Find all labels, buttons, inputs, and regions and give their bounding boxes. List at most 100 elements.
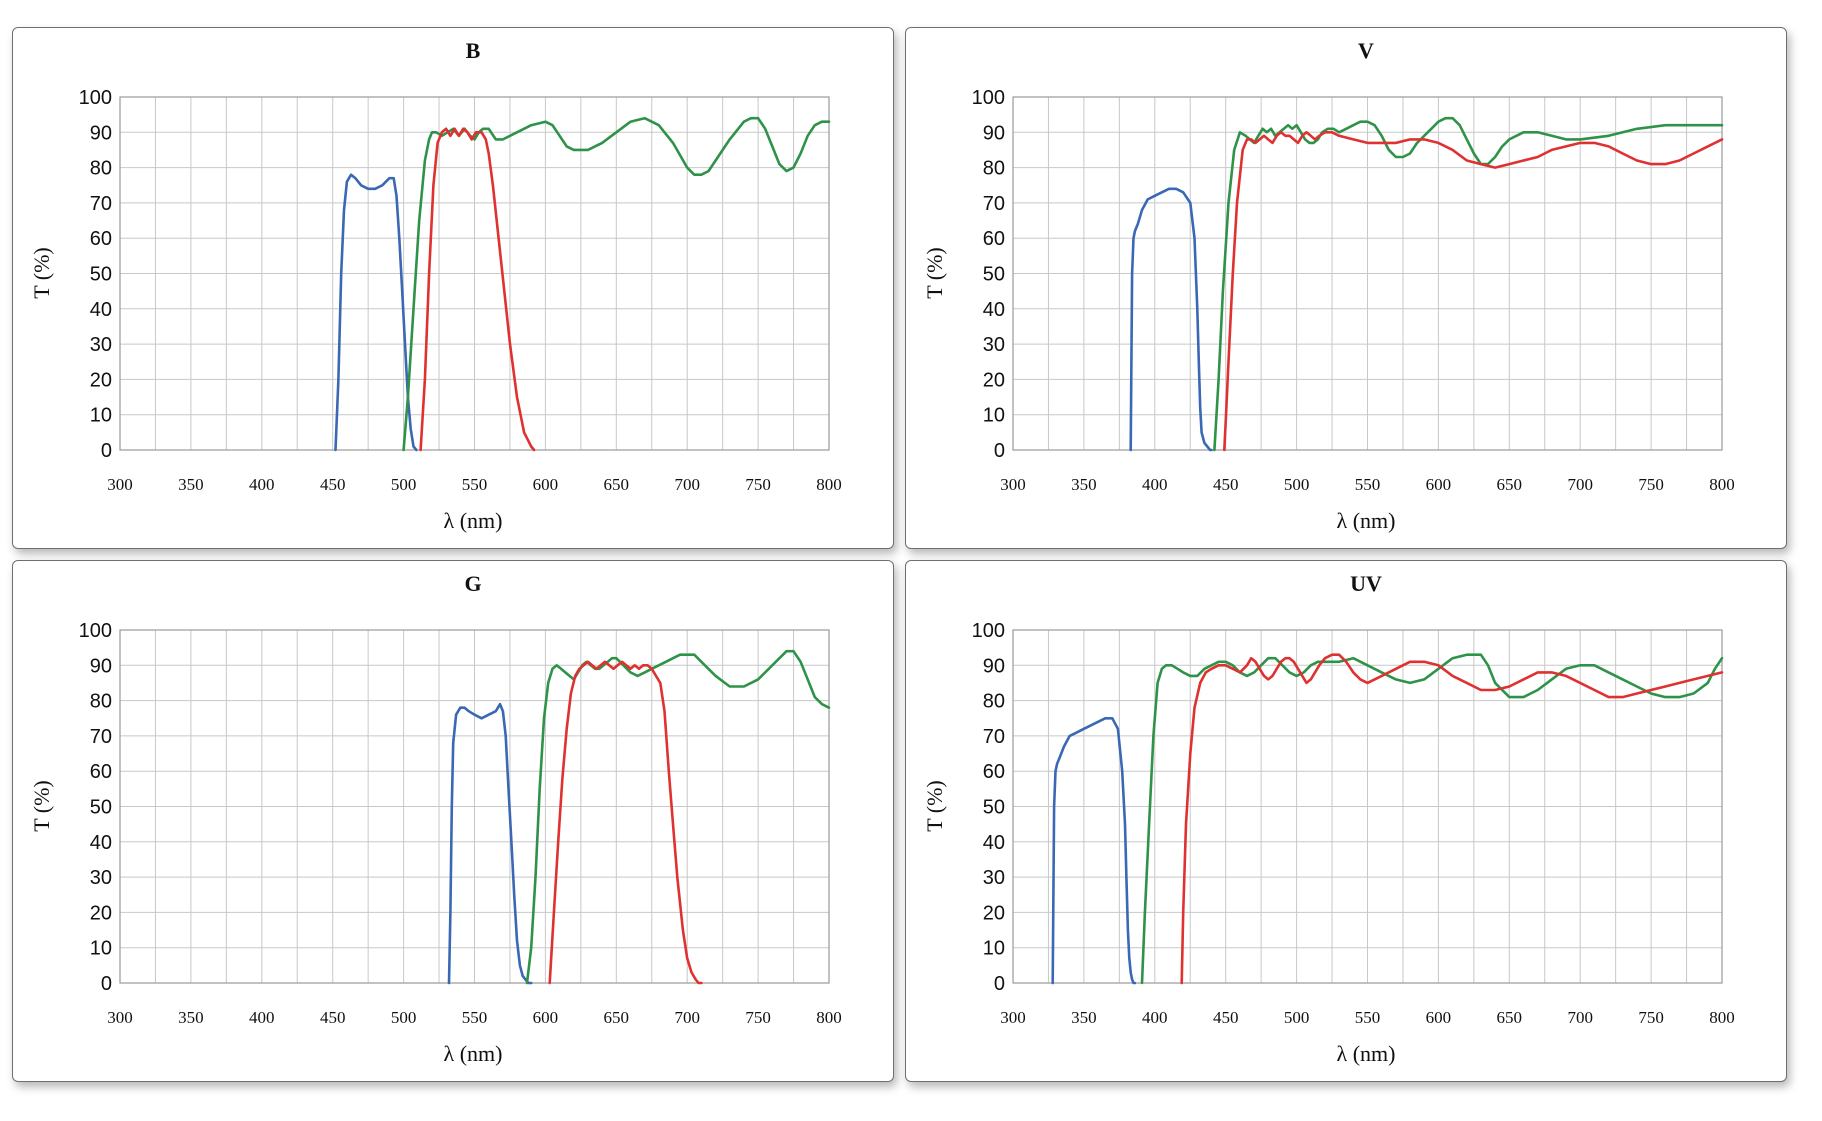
x-tick-label: 700 (1567, 1008, 1593, 1027)
series-line-blue (1129, 187, 1213, 452)
y-tick-label: 10 (983, 938, 1005, 960)
y-tick-label: 40 (90, 832, 112, 854)
y-tick-label: 30 (983, 334, 1005, 356)
chart-title: UV (1350, 571, 1382, 596)
y-axis-label: T (%) (922, 780, 947, 832)
y-tick-label: 30 (90, 334, 112, 356)
chart-svg-g: G 0 10 20 30 40 50 60 70 80 90 100 300 350 400 450 500 55… (29, 571, 842, 1066)
y-tick-label: 40 (90, 299, 112, 321)
y-tick-label: 50 (983, 797, 1005, 819)
x-tick-label: 500 (1284, 475, 1310, 494)
series-line-blue (334, 173, 418, 452)
y-tick-label: 30 (90, 867, 112, 889)
y-tick-label: 50 (983, 264, 1005, 286)
x-tick-label: 500 (391, 475, 417, 494)
y-tick-label: 10 (983, 405, 1005, 427)
x-tick-label: 500 (1284, 1008, 1310, 1027)
x-tick-label: 650 (604, 1008, 630, 1027)
x-tick-label: 450 (1213, 1008, 1239, 1027)
y-tick-label: 10 (90, 938, 112, 960)
y-tick-label: 0 (994, 440, 1005, 462)
x-axis-label: λ (nm) (1337, 1041, 1396, 1066)
x-tick-label: 600 (533, 1008, 559, 1027)
plot-area-border (119, 96, 830, 451)
series-line-green (1140, 653, 1724, 985)
x-tick-label: 700 (674, 1008, 700, 1027)
x-tick-label: 350 (178, 475, 204, 494)
y-tick-label: 70 (90, 726, 112, 748)
y-tick-label: 40 (983, 299, 1005, 321)
y-tick-label: 100 (79, 87, 112, 109)
x-tick-label: 300 (1000, 1008, 1026, 1027)
y-tick-label: 100 (972, 87, 1005, 109)
y-tick-label: 90 (983, 655, 1005, 677)
x-tick-label: 400 (1142, 475, 1168, 494)
x-tick-label: 650 (1497, 475, 1523, 494)
y-tick-label: 40 (983, 832, 1005, 854)
y-tick-label: 60 (90, 761, 112, 783)
chart-svg-v: V 0 10 20 30 40 50 60 70 80 90 100 300 350 400 450 500 55… (922, 38, 1735, 533)
chart-title: G (464, 571, 481, 596)
series-line-red (548, 660, 703, 985)
x-tick-label: 550 (1355, 1008, 1381, 1027)
plot-area-border (119, 629, 830, 984)
y-tick-label: 20 (90, 902, 112, 924)
series-line-red (1180, 653, 1724, 985)
y-tick-label: 100 (79, 620, 112, 642)
x-tick-label: 350 (1071, 475, 1097, 494)
x-tick-label: 300 (107, 475, 133, 494)
series-line-green (402, 116, 831, 452)
y-tick-label: 90 (90, 655, 112, 677)
plot-area-border (1012, 629, 1723, 984)
x-tick-label: 750 (1638, 475, 1664, 494)
x-tick-label: 550 (1355, 475, 1381, 494)
x-tick-label: 600 (1426, 475, 1452, 494)
chart-panel-v: V 0 10 20 30 40 50 60 70 80 90 100 300 350 400 450 500 55… (905, 27, 1787, 549)
y-tick-label: 0 (101, 440, 112, 462)
x-tick-label: 650 (1497, 1008, 1523, 1027)
series-line-blue (1051, 717, 1137, 985)
chart-svg-b: B 0 10 20 30 40 50 60 70 80 90 100 300 350 400 450 500 55… (29, 38, 842, 533)
y-tick-label: 0 (994, 973, 1005, 995)
y-axis-label: T (%) (29, 247, 54, 299)
chart-panel-b: B 0 10 20 30 40 50 60 70 80 90 100 300 350 400 450 500 55… (12, 27, 894, 549)
y-axis-label: T (%) (922, 247, 947, 299)
chart-panel-uv: UV 0 10 20 30 40 50 60 70 80 90 100 300 350 400 450 500 5… (905, 560, 1787, 1082)
x-tick-label: 600 (1426, 1008, 1452, 1027)
y-tick-label: 60 (90, 228, 112, 250)
x-tick-label: 800 (1709, 475, 1735, 494)
x-tick-label: 350 (1071, 1008, 1097, 1027)
y-tick-label: 90 (983, 122, 1005, 144)
y-tick-label: 80 (90, 158, 112, 180)
series-line-red (1223, 131, 1724, 452)
y-tick-label: 80 (90, 691, 112, 713)
y-tick-label: 80 (983, 158, 1005, 180)
x-tick-label: 500 (391, 1008, 417, 1027)
chart-title: V (1358, 38, 1374, 63)
y-tick-label: 60 (983, 228, 1005, 250)
x-axis-label: λ (nm) (444, 1041, 503, 1066)
x-tick-label: 750 (745, 475, 771, 494)
y-tick-label: 100 (972, 620, 1005, 642)
x-tick-label: 300 (107, 1008, 133, 1027)
y-tick-label: 50 (90, 264, 112, 286)
chart-svg-uv: UV 0 10 20 30 40 50 60 70 80 90 100 300 350 400 450 500 5… (922, 571, 1735, 1066)
x-axis-label: λ (nm) (444, 508, 503, 533)
x-tick-label: 450 (320, 475, 346, 494)
x-tick-label: 550 (462, 1008, 488, 1027)
y-tick-label: 10 (90, 405, 112, 427)
x-tick-label: 750 (745, 1008, 771, 1027)
x-tick-label: 650 (604, 475, 630, 494)
x-tick-label: 800 (816, 1008, 842, 1027)
x-axis-label: λ (nm) (1337, 508, 1396, 533)
x-tick-label: 700 (674, 475, 700, 494)
y-tick-label: 70 (983, 193, 1005, 215)
y-tick-label: 80 (983, 691, 1005, 713)
series-line-green (1213, 116, 1724, 452)
y-tick-label: 70 (90, 193, 112, 215)
gridlines (119, 629, 830, 984)
y-tick-label: 20 (983, 902, 1005, 924)
series-line-red (419, 127, 536, 452)
y-tick-label: 30 (983, 867, 1005, 889)
y-tick-label: 60 (983, 761, 1005, 783)
